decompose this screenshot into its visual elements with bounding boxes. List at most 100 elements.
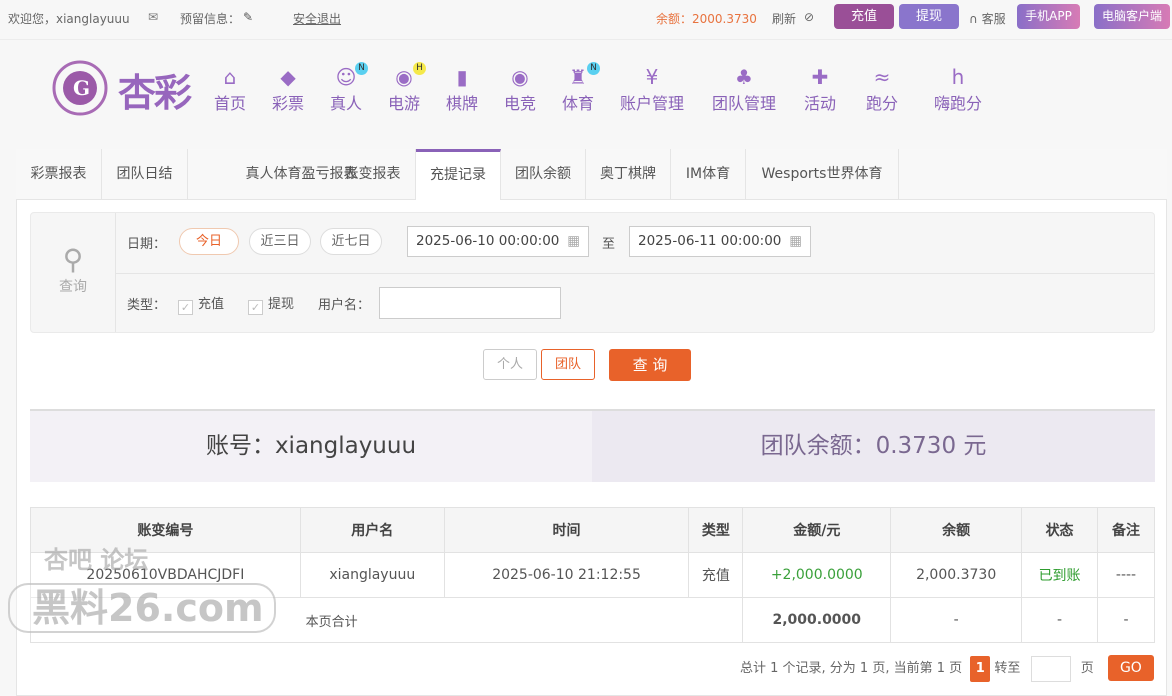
report-tabs: 彩票报表 团队日结 真人体育盈亏报表 账变报表 充提记录 团队余额 奥丁棋牌 IM体育 Wesp… <box>16 149 1167 200</box>
calendar-icon[interactable]: ▦ <box>567 233 580 249</box>
team-balance-text: 团队余额：0.3730 元 <box>592 411 1155 482</box>
column-header: 类型 <box>688 507 744 553</box>
checkbox-icon: ✓ <box>178 300 193 315</box>
gamepad-icon: ◉ H <box>388 62 427 90</box>
today-button[interactable]: 今日 <box>179 228 239 255</box>
tab-5[interactable]: 团队余额 <box>501 149 586 199</box>
nav-item-7[interactable]: ¥ 账户管理 <box>620 64 684 114</box>
badge-H: H <box>413 62 427 75</box>
nav-item-4[interactable]: ▮ 棋牌 <box>446 64 478 114</box>
table-cell: 2025-06-10 21:12:55 <box>443 552 690 598</box>
gamepad-icon: ◉ <box>511 65 529 89</box>
tab-6[interactable]: 奥丁棋牌 <box>586 149 671 199</box>
search-icon: ⚲ <box>62 243 84 276</box>
nav-label: 电竞 <box>504 94 537 113</box>
column-header: 账变编号 <box>30 507 301 553</box>
nav-label: 账户管理 <box>620 94 685 113</box>
reserved-info-label: 预留信息： <box>180 12 241 26</box>
nav-item-11[interactable]: h 嗨跑分 <box>934 64 982 114</box>
filter-box: ⚲ 查询 <box>30 212 1155 333</box>
page-1-button[interactable]: 1 <box>970 656 991 682</box>
column-header: 用户名 <box>299 507 445 553</box>
nav-item-8[interactable]: ♣ 团队管理 <box>712 64 776 114</box>
withdraw-button[interactable]: 提现 <box>899 4 959 29</box>
recharge-label: 充值 <box>198 297 225 312</box>
column-header: 备注 <box>1097 507 1155 553</box>
table-header-row: 账变编号 用户名 时间 类型 金额/元 余额 状态 备注 <box>30 507 1155 553</box>
home-icon: ⌂ <box>223 65 237 89</box>
balance-text: 余额：2000.3730 <box>656 12 757 26</box>
type-label: 类型： <box>127 298 167 313</box>
start-date-value: 2025-06-10 00:00:00 <box>416 233 560 249</box>
refresh-link[interactable]: 刷新 <box>772 12 797 26</box>
total-row: 本页合计 2,000.0000- - - <box>29 597 1155 643</box>
mobile-app-button[interactable]: 手机APP <box>1017 4 1080 29</box>
table-row: 20250610VBDAHCJDFI xianglayuuu 2025-06-10 … <box>30 552 1155 598</box>
go-button[interactable]: GO <box>1107 655 1154 681</box>
nav-item-3[interactable]: ◉ H 电游 <box>388 62 427 114</box>
tab-0[interactable]: 彩票报表 <box>16 149 102 199</box>
table-cell: +2,000.0000 <box>742 552 892 598</box>
nav-label: 活动 <box>804 94 837 113</box>
divider <box>0 39 1172 40</box>
nav-label: 彩票 <box>272 94 305 113</box>
nav-item-0[interactable]: ⌂ 首页 <box>214 64 246 114</box>
recharge-checkbox[interactable]: ✓ 充值 <box>178 293 224 315</box>
goto-page-input[interactable] <box>1030 655 1071 682</box>
logo-emblem-icon: G <box>52 60 108 116</box>
start-date-input[interactable]: 2025-06-10 00:00:00 ▦ <box>407 226 589 257</box>
username-label: 用户名： <box>318 298 371 313</box>
eye-hidden-icon[interactable]: ⊘ <box>804 10 815 24</box>
nav-label: 团队管理 <box>712 94 777 113</box>
logout-link[interactable]: 安全退出 <box>293 12 342 26</box>
service-link[interactable]: ∩ 客服 <box>969 10 1006 27</box>
three-days-button[interactable]: 近三日 <box>249 228 311 255</box>
date-label: 日期： <box>127 237 167 252</box>
logo-text: 杏彩 <box>118 71 192 115</box>
tab-7[interactable]: IM体育 <box>671 149 746 199</box>
total-status: - <box>1021 597 1099 643</box>
nav-label: 嗨跑分 <box>934 94 983 113</box>
seven-days-button[interactable]: 近七日 <box>320 228 382 255</box>
nav-item-1[interactable]: ◆ 彩票 <box>272 64 304 114</box>
tab-3[interactable]: 账变报表 <box>330 149 416 199</box>
search-button[interactable]: 查 询 <box>609 349 691 381</box>
calendar-icon[interactable]: ▦ <box>789 233 802 249</box>
tab-8[interactable]: Wesports世界体育 <box>746 149 899 199</box>
username-input[interactable] <box>379 287 561 319</box>
total-amount: 2,000.0000 <box>742 597 892 643</box>
column-header: 余额 <box>890 507 1023 553</box>
cards-icon: ▮ <box>456 65 468 89</box>
yen-icon: ¥ <box>645 65 659 89</box>
column-header: 金额/元 <box>742 507 892 553</box>
svg-text:G: G <box>73 76 90 100</box>
pagination: 总计 1 个记录, 分为 1 页, 当前第 1 页 1 转至 页 GO <box>740 655 1154 682</box>
mail-icon[interactable]: ✉ <box>148 10 159 24</box>
personal-button[interactable]: 个人 <box>483 349 537 380</box>
dealer-icon: ☺ N <box>330 62 369 90</box>
goto-label: 转至 <box>994 661 1021 676</box>
nav-item-5[interactable]: ◉ 电竞 <box>504 64 536 114</box>
recharge-button[interactable]: 充值 <box>834 4 894 29</box>
total-note: - <box>1097 597 1155 643</box>
team-icon: ♣ <box>735 65 753 89</box>
table-cell: 20250610VBDAHCJDFI <box>30 552 301 598</box>
nav-item-2[interactable]: ☺ N 真人 <box>330 62 369 114</box>
nav-label: 首页 <box>214 94 247 113</box>
team-button[interactable]: 团队 <box>541 349 595 380</box>
total-balance: - <box>890 597 1023 643</box>
nav-item-6[interactable]: ♜ N 体育 <box>562 62 601 114</box>
withdraw-checkbox[interactable]: ✓ 提现 <box>248 293 294 315</box>
divider <box>116 273 1154 274</box>
tab-4[interactable]: 充提记录 <box>416 149 501 200</box>
table-cell: 充值 <box>688 552 744 598</box>
withdraw-label: 提现 <box>268 297 295 312</box>
nav-item-9[interactable]: ✚ 活动 <box>804 64 836 114</box>
pc-client-button[interactable]: 电脑客户端 <box>1094 4 1170 29</box>
edit-icon[interactable]: ✎ <box>243 10 254 24</box>
logo[interactable]: G 杏彩 <box>52 58 202 118</box>
tab-1[interactable]: 团队日结 <box>102 149 188 199</box>
nav-item-10[interactable]: ≈ 跑分 <box>866 64 898 114</box>
end-date-input[interactable]: 2025-06-11 00:00:00 ▦ <box>629 226 811 257</box>
column-header: 状态 <box>1021 507 1099 553</box>
